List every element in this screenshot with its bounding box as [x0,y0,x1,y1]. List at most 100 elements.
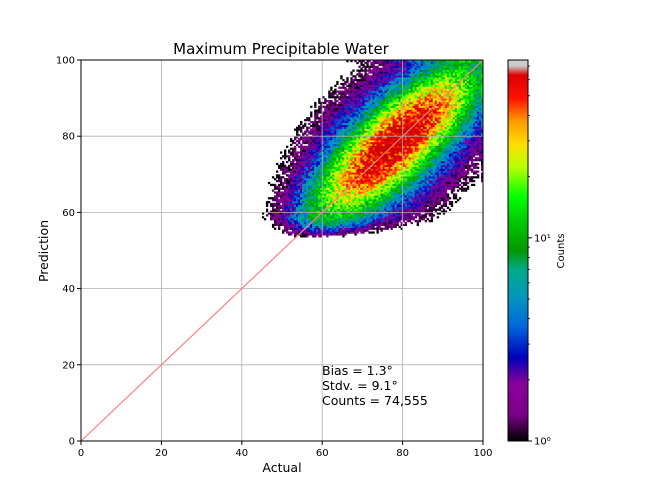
heatmap-cell [344,96,347,99]
heatmap-cell [306,119,309,122]
heatmap-cell [352,132,355,135]
heatmap-cell [410,77,413,80]
heatmap-cell [294,128,297,131]
heatmap-cell [408,77,411,80]
heatmap-cell [322,147,325,150]
heatmap-cell [326,195,329,198]
heatmap-cell [384,225,387,228]
heatmap-cell [300,181,303,185]
heatmap-cell [372,80,375,84]
heatmap-cell [374,122,377,126]
heatmap-cell [310,138,313,141]
heatmap-cell [286,208,289,211]
heatmap-cell [360,77,363,80]
heatmap-cell [271,176,275,179]
heatmap-cell [382,71,385,74]
heatmap-cell [370,191,373,194]
heatmap-cell [372,115,375,118]
heatmap-cell [314,235,317,238]
heatmap-cell [370,197,373,200]
heatmap-cell [312,126,315,129]
heatmap-cell [310,183,313,187]
heatmap-cell [386,155,389,158]
heatmap-cell [340,162,343,166]
heatmap-cell [298,168,301,171]
heatmap-cell [294,206,297,209]
heatmap-cell [312,130,315,133]
heatmap-cell [296,159,299,162]
heatmap-cell [360,162,363,166]
heatmap-cell [294,227,297,230]
heatmap-cell [316,117,319,120]
heatmap-cell [308,176,311,179]
heatmap-cell [400,181,403,185]
heatmap-cell [340,126,343,129]
heatmap-cell [374,199,377,202]
heatmap-cell [279,214,283,217]
heatmap-cell [328,199,331,202]
heatmap-cell [352,200,355,204]
heatmap-cell [384,136,387,139]
heatmap-cell [306,221,309,225]
heatmap-cell [308,185,311,188]
heatmap-cell [362,113,365,116]
heatmap-cell [346,151,349,154]
heatmap-cell [370,218,373,221]
heatmap-cell [330,128,333,131]
heatmap-cell [368,82,371,86]
heatmap-cell [378,96,381,99]
heatmap-cell [384,157,387,160]
heatmap-cell [354,100,357,103]
heatmap-cell [392,138,395,141]
heatmap-cell [398,82,401,86]
heatmap-cell [322,153,325,156]
heatmap-cell [360,69,363,72]
heatmap-cell [386,120,389,124]
heatmap-cell [273,223,277,227]
heatmap-cell [388,185,391,188]
heatmap-cell [362,180,365,183]
heatmap-cell [378,159,381,162]
heatmap-cell [362,151,365,154]
heatmap-cell [298,191,301,194]
heatmap-cell [376,180,379,183]
heatmap-cell [354,109,357,112]
heatmap-cell [300,149,303,152]
heatmap-cell [326,115,329,118]
heatmap-cell [350,71,353,74]
heatmap-cell [378,191,381,194]
heatmap-cell [364,218,367,221]
heatmap-cell [382,223,385,227]
heatmap-cell [378,105,381,108]
heatmap-cell [277,187,281,190]
heatmap-cell [282,170,285,173]
heatmap-cell [376,124,379,127]
heatmap-cell [338,174,341,177]
heatmap-cell [292,178,295,181]
heatmap-cell [388,155,391,158]
heatmap-cell [382,227,385,230]
heatmap-cell [368,159,371,162]
heatmap-cell [366,109,369,112]
heatmap-cell [348,115,351,118]
heatmap-cell [364,115,367,118]
heatmap-cell [334,185,337,188]
heatmap-cell [316,223,319,227]
heatmap-cell [400,145,403,148]
heatmap-cell [398,67,401,70]
heatmap-cell [412,185,415,188]
heatmap-cell [392,220,395,223]
heatmap-cell [358,100,361,103]
heatmap-cell [360,153,363,156]
heatmap-cell [364,225,367,228]
heatmap-cell [284,193,287,196]
heatmap-cell [362,170,365,173]
heatmap-cell [394,113,397,116]
heatmap-cell [368,126,371,129]
heatmap-cell [376,193,379,196]
heatmap-cell [384,79,387,82]
heatmap-cell [300,168,303,171]
heatmap-cell [352,82,355,86]
heatmap-cell [384,141,387,145]
heatmap-cell [288,168,291,171]
